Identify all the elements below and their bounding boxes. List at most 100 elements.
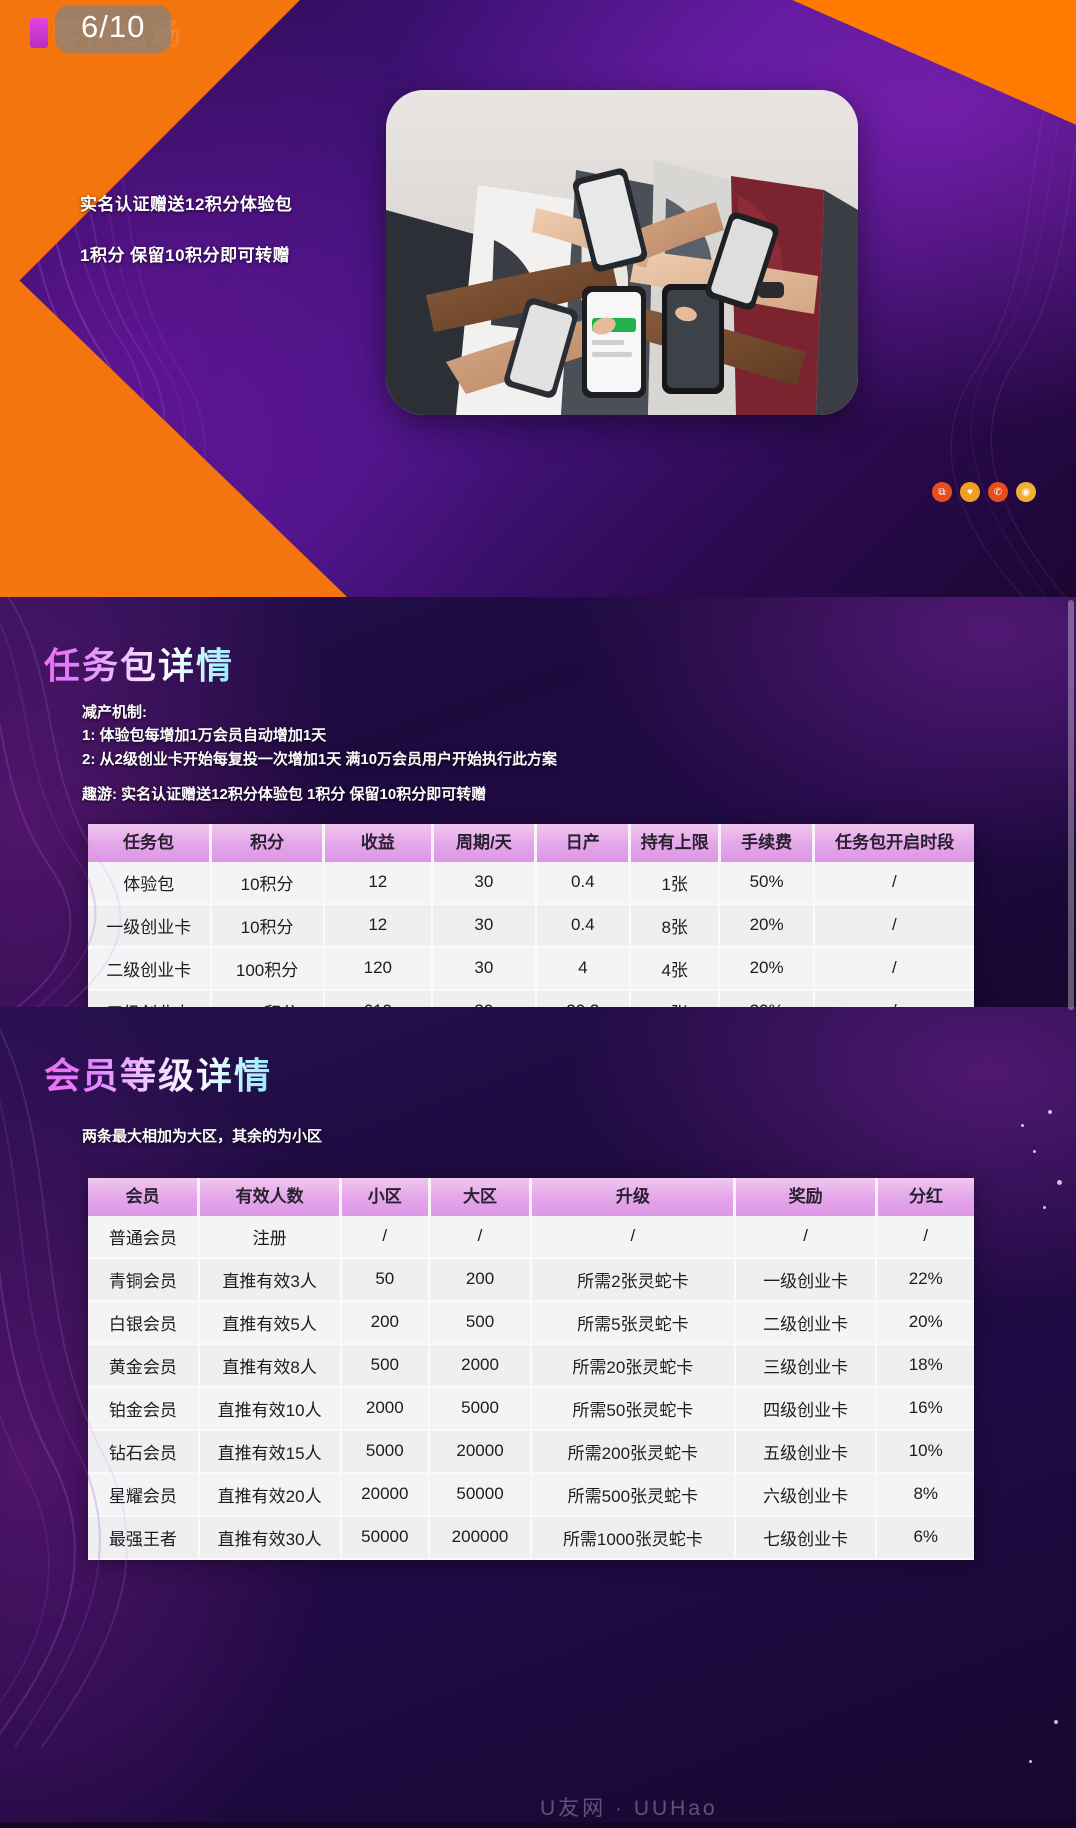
member-table-body: 普通会员 注册 / / / / / 青铜会员 直推有效3人 50 200 所需2… <box>88 1215 974 1560</box>
task-table-body: 体验包 10积分 12 30 0.4 1张 50% / 一级创业卡 10积分 1… <box>88 861 974 1007</box>
comment-icon[interactable]: ✆ <box>988 482 1008 502</box>
th-valid-people: 有效人数 <box>198 1178 342 1216</box>
sparkle-dot <box>1043 1206 1046 1209</box>
table-row: 一级创业卡 10积分 12 30 0.4 8张 20% / <box>88 903 974 948</box>
cell: 所需1000张灵蛇卡 <box>530 1515 736 1560</box>
cell: 20000 <box>340 1472 431 1517</box>
cell: 直推有效8人 <box>198 1343 342 1388</box>
cell: / <box>813 946 974 991</box>
sparkle-dot <box>1021 1124 1024 1127</box>
table-row: 铂金会员 直推有效10人 2000 5000 所需50张灵蛇卡 四级创业卡 16… <box>88 1386 974 1431</box>
more-icon[interactable]: ◉ <box>1016 482 1036 502</box>
cell: 30 <box>432 989 537 1007</box>
th-daily-output: 日产 <box>535 824 632 862</box>
cell: 2000 <box>340 1386 431 1431</box>
table-row: 钻石会员 直推有效15人 5000 20000 所需200张灵蛇卡 五级创业卡 … <box>88 1429 974 1474</box>
table-row: 普通会员 注册 / / / / / <box>88 1215 974 1259</box>
cell: 2张 <box>629 989 721 1007</box>
cell: 22% <box>876 1257 974 1302</box>
sparkle-dot <box>1033 1150 1036 1153</box>
cell: 10积分 <box>210 903 325 948</box>
cell: 最强王者 <box>88 1515 200 1560</box>
site-watermark: U友网 · UUHao <box>540 1797 718 1820</box>
task-sub-line-0: 减产机制: <box>82 704 147 721</box>
cell: 七级创业卡 <box>734 1515 878 1560</box>
cell: 直推有效10人 <box>198 1386 342 1431</box>
cell: 20000 <box>429 1429 532 1474</box>
like-icon[interactable]: ♥ <box>960 482 980 502</box>
cell: 星耀会员 <box>88 1472 200 1517</box>
cell: 直推有效3人 <box>198 1257 342 1302</box>
cell: 0.4 <box>535 861 631 905</box>
cell: 1张 <box>629 861 721 905</box>
th-big-area: 大区 <box>429 1178 533 1216</box>
task-package-section: 任务包详情 减产机制: 1: 体验包每增加1万会员自动增加1天 2: 从2级创业… <box>0 597 1076 1007</box>
hero-line-1: 实名认证赠送12积分体验包 <box>80 195 293 214</box>
th-open-period: 任务包开启时段 <box>813 824 974 862</box>
cell: 直推有效20人 <box>198 1472 342 1517</box>
cell: 500 <box>429 1300 532 1345</box>
table-row: 黄金会员 直推有效8人 500 2000 所需20张灵蛇卡 三级创业卡 18% <box>88 1343 974 1388</box>
cell: 100积分 <box>210 946 325 991</box>
cell: 一级创业卡 <box>734 1257 878 1302</box>
member-sub-line-0: 两条最大相加为大区，其余的为小区 <box>82 1128 323 1145</box>
th-points: 积分 <box>210 824 326 862</box>
table-row: 三级创业卡 500积分 610 30 20.3 2张 20% / <box>88 989 974 1007</box>
cell: 4张 <box>629 946 721 991</box>
cell: 500积分 <box>210 989 325 1007</box>
th-reward: 奖励 <box>734 1178 878 1216</box>
cell: 50% <box>719 861 815 905</box>
cell: 五级创业卡 <box>734 1429 878 1474</box>
page-scrollbar[interactable] <box>1068 600 1074 1010</box>
table-header-row: 会员 有效人数 小区 大区 升级 奖励 分红 <box>88 1178 974 1216</box>
wave-texture-section2 <box>0 597 360 1007</box>
cell: 三级创业卡 <box>734 1343 878 1388</box>
member-section-subtext: 两条最大相加为大区，其余的为小区 <box>0 1099 1076 1148</box>
cell: 18% <box>876 1343 974 1388</box>
cell: 120 <box>323 946 434 991</box>
cell: 8% <box>876 1472 974 1517</box>
hero-text-block: 实名认证赠送12积分体验包 1积分 保留10积分即可转赠 <box>80 190 380 292</box>
cell: 12 <box>323 903 434 948</box>
task-sub-line-2: 2: 从2级创业卡开始每复投一次增加1天 满10万会员用户开始执行此方案 <box>82 750 558 768</box>
cell: 200 <box>340 1300 431 1345</box>
th-cycle-days: 周期/天 <box>432 824 538 862</box>
cell: 所需20张灵蛇卡 <box>530 1343 736 1388</box>
cell: 5000 <box>340 1429 431 1474</box>
cell: 三级创业卡 <box>88 989 212 1007</box>
table-row: 体验包 10积分 12 30 0.4 1张 50% / <box>88 861 974 905</box>
member-section-title: 会员等级详情 <box>0 1007 272 1099</box>
cell: / <box>813 989 974 1007</box>
th-task-package: 任务包 <box>88 824 213 862</box>
cell: 直推有效5人 <box>198 1300 342 1345</box>
task-section-title: 任务包详情 <box>0 597 234 689</box>
cell: 六级创业卡 <box>734 1472 878 1517</box>
cell: 50000 <box>429 1472 532 1517</box>
member-level-table-wrap: 会员 有效人数 小区 大区 升级 奖励 分红 普通会员 注册 / / / / <box>88 1178 974 1560</box>
cell: 10积分 <box>210 861 325 905</box>
cell: 20% <box>719 903 815 948</box>
th-upgrade: 升级 <box>530 1178 737 1216</box>
cell: 12 <box>323 861 434 905</box>
cell: 所需5张灵蛇卡 <box>530 1300 736 1345</box>
cell: 20% <box>719 946 815 991</box>
table-row: 最强王者 直推有效30人 50000 200000 所需1000张灵蛇卡 七级创… <box>88 1515 974 1560</box>
share-icon[interactable]: ⧉ <box>932 482 952 502</box>
cell: 200 <box>429 1257 532 1302</box>
cell: / <box>813 861 974 905</box>
th-member: 会员 <box>88 1178 201 1216</box>
hero-section: 实名认证赠送12积分体验包 1积分 保留10积分即可转赠 ⧉ ♥ ✆ ◉ <box>0 0 1076 597</box>
task-section-subtext: 减产机制: 1: 体验包每增加1万会员自动增加1天 2: 从2级创业卡开始每复投… <box>0 689 1076 806</box>
sparkle-dot <box>1054 1720 1058 1724</box>
cell: / <box>530 1215 736 1259</box>
cell: 二级创业卡 <box>734 1300 878 1345</box>
cell: 所需500张灵蛇卡 <box>530 1472 736 1517</box>
table-row: 二级创业卡 100积分 120 30 4 4张 20% / <box>88 946 974 991</box>
social-action-dots[interactable]: ⧉ ♥ ✆ ◉ <box>932 482 1036 502</box>
cell: 16% <box>876 1386 974 1431</box>
cell: 50 <box>340 1257 431 1302</box>
table-row: 青铜会员 直推有效3人 50 200 所需2张灵蛇卡 一级创业卡 22% <box>88 1257 974 1302</box>
task-sub-line-1: 1: 体验包每增加1万会员自动增加1天 <box>82 727 327 745</box>
cell: 白银会员 <box>88 1300 200 1345</box>
table-row: 星耀会员 直推有效20人 20000 50000 所需500张灵蛇卡 六级创业卡… <box>88 1472 974 1517</box>
